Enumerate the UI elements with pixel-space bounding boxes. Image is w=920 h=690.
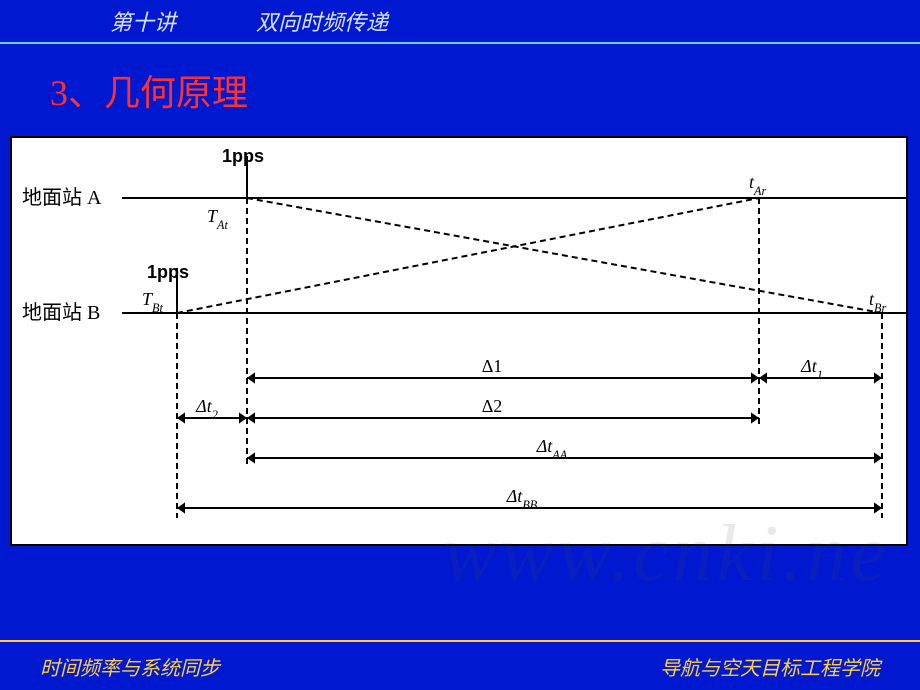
svg-text:TAt: TAt bbox=[207, 206, 228, 232]
timing-diagram-svg: 地面站 A地面站 B1pps1ppsTAtTBttArtBrΔ1Δt1Δt2Δ2… bbox=[12, 138, 910, 548]
svg-text:Δ1: Δ1 bbox=[482, 356, 503, 376]
svg-text:Δ2: Δ2 bbox=[482, 396, 503, 416]
slide: 第十讲 双向时频传递 3、几何原理 地面站 A 地面站 B 1pps 1pps TAt T… bbox=[0, 0, 920, 690]
svg-text:TBt: TBt bbox=[142, 289, 163, 315]
lecture-number: 第十讲 bbox=[110, 5, 176, 37]
svg-text:地面站 A: 地面站 A bbox=[22, 186, 102, 209]
footer-right: 导航与空天目标工程学院 bbox=[660, 652, 880, 681]
svg-text:tAr: tAr bbox=[749, 172, 766, 198]
svg-text:1pps: 1pps bbox=[147, 262, 189, 282]
timing-diagram: 地面站 A地面站 B1pps1ppsTAtTBttArtBrΔ1Δt1Δt2Δ2… bbox=[10, 136, 908, 546]
lecture-subject: 双向时频传递 bbox=[256, 5, 388, 37]
section-title: 3、几何原理 bbox=[0, 44, 920, 126]
svg-text:地面站 B: 地面站 B bbox=[22, 301, 100, 324]
slide-footer: 时间频率与系统同步 导航与空天目标工程学院 bbox=[0, 640, 920, 690]
slide-header: 第十讲 双向时频传递 bbox=[0, 0, 920, 44]
footer-left: 时间频率与系统同步 bbox=[40, 652, 220, 681]
svg-text:1pps: 1pps bbox=[222, 146, 264, 166]
